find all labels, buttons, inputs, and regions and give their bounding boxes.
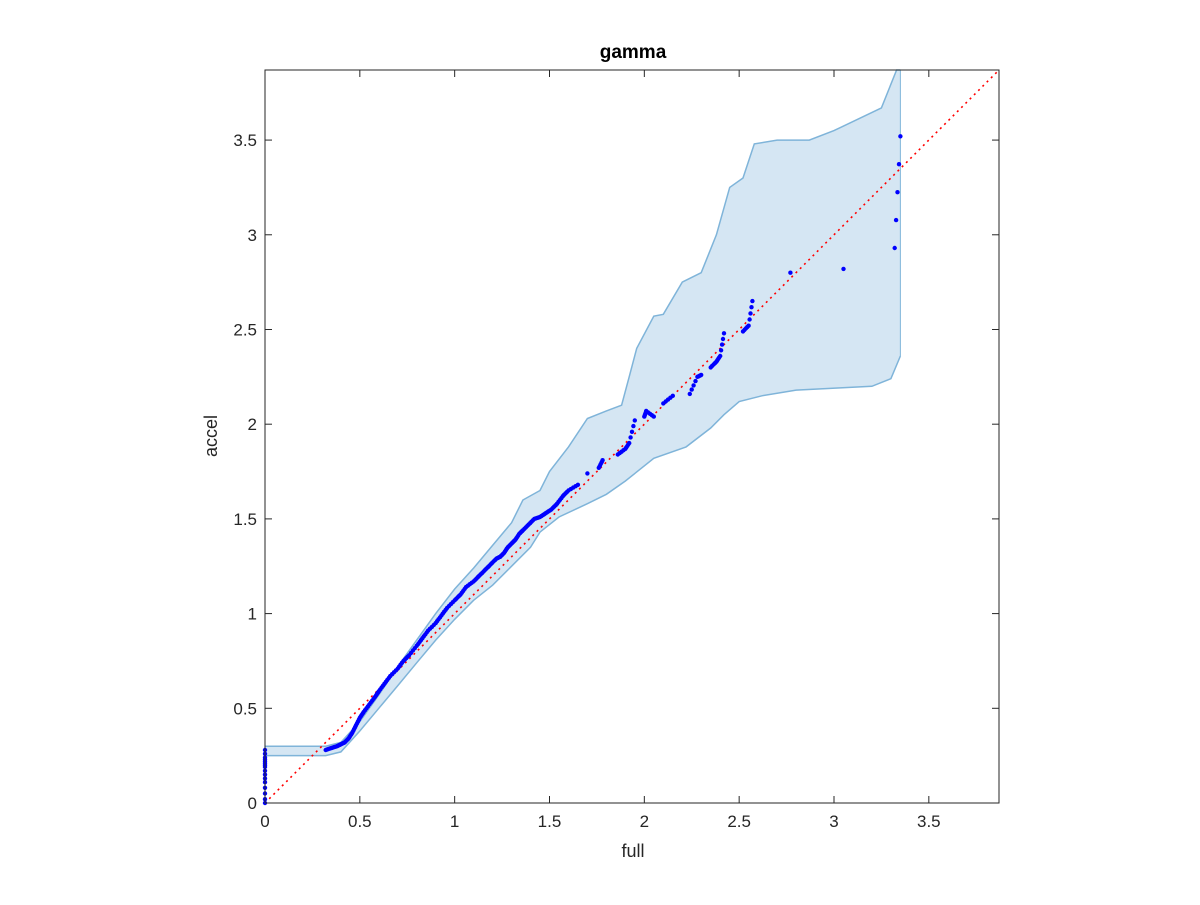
data-point bbox=[585, 471, 590, 476]
data-point bbox=[599, 459, 604, 465]
data-point bbox=[450, 600, 455, 605]
data-point bbox=[371, 696, 376, 701]
data-point bbox=[749, 305, 754, 310]
x-tick-label: 2.5 bbox=[727, 812, 751, 831]
data-point bbox=[559, 495, 564, 501]
data-point bbox=[898, 134, 903, 139]
data-point bbox=[481, 569, 486, 574]
data-point bbox=[693, 378, 698, 384]
data-point bbox=[424, 630, 429, 635]
y-tick-label: 3.5 bbox=[233, 131, 257, 150]
data-point bbox=[365, 704, 371, 709]
data-point bbox=[747, 317, 752, 322]
data-point bbox=[380, 683, 386, 688]
x-tick-label: 0.5 bbox=[348, 812, 372, 831]
data-point bbox=[437, 615, 443, 620]
data-point bbox=[456, 593, 462, 599]
data-point bbox=[399, 660, 405, 665]
data-point bbox=[632, 418, 637, 423]
x-tick-label: 3.5 bbox=[917, 812, 941, 831]
y-tick-label: 0.5 bbox=[233, 699, 257, 718]
reference-line bbox=[264, 69, 1000, 804]
data-point bbox=[621, 448, 626, 453]
data-point bbox=[360, 711, 365, 716]
data-point bbox=[553, 503, 558, 508]
data-point bbox=[629, 429, 635, 434]
data-point bbox=[892, 245, 897, 251]
data-point bbox=[717, 355, 722, 360]
data-point bbox=[431, 622, 436, 628]
data-point bbox=[841, 266, 846, 272]
data-point bbox=[745, 324, 750, 330]
data-point bbox=[352, 725, 358, 730]
data-point bbox=[469, 580, 474, 585]
x-axis-label: full bbox=[621, 841, 644, 861]
x-tick-label: 1 bbox=[450, 812, 459, 831]
data-point bbox=[649, 413, 655, 418]
y-tick-label: 2 bbox=[248, 415, 257, 434]
data-point bbox=[628, 435, 633, 440]
data-point bbox=[412, 646, 417, 651]
confidence-band-lower bbox=[265, 355, 902, 757]
data-point bbox=[349, 732, 354, 737]
confidence-band-fill bbox=[265, 70, 901, 756]
data-point bbox=[443, 607, 448, 612]
data-point bbox=[698, 373, 703, 378]
y-tick-label: 2.5 bbox=[233, 320, 257, 339]
plot-area: 0 0.5 1 1.5 2 2.5 3 3.5 0 0.5 1 1.5 2 2.5 3 3.5 bbox=[233, 69, 1000, 831]
y-axis-label: accel bbox=[201, 415, 221, 457]
data-point bbox=[689, 387, 694, 392]
y-tick-label: 3 bbox=[248, 226, 257, 245]
data-point bbox=[750, 298, 755, 304]
data-point bbox=[573, 484, 578, 489]
data-point bbox=[487, 563, 492, 568]
data-point bbox=[564, 489, 570, 495]
y-tick-label: 0 bbox=[248, 794, 257, 813]
data-point bbox=[893, 217, 899, 223]
data-point bbox=[405, 654, 410, 659]
data-point bbox=[718, 348, 724, 353]
data-point bbox=[525, 523, 530, 529]
data-point bbox=[418, 637, 424, 643]
data-point bbox=[788, 270, 793, 275]
x-tick-label: 1.5 bbox=[538, 812, 562, 831]
confidence-band-upper bbox=[265, 69, 901, 747]
data-point bbox=[356, 717, 362, 722]
data-point bbox=[668, 395, 673, 400]
x-tick-label: 3 bbox=[829, 812, 838, 831]
data-point bbox=[631, 423, 636, 429]
data-point bbox=[691, 383, 696, 388]
data-point bbox=[462, 586, 467, 592]
data-point bbox=[626, 442, 631, 447]
data-point bbox=[475, 574, 481, 580]
x-tick-label: 0 bbox=[260, 812, 269, 831]
y-tick-label: 1 bbox=[248, 605, 257, 624]
data-point bbox=[896, 162, 902, 167]
data-point bbox=[721, 331, 727, 336]
data-point bbox=[720, 336, 726, 342]
axes-box bbox=[264, 69, 1000, 804]
data-point bbox=[719, 342, 725, 347]
data-point bbox=[687, 391, 692, 397]
data-point bbox=[895, 190, 900, 195]
y-tick-label: 1.5 bbox=[233, 510, 257, 529]
x-tick-label: 2 bbox=[640, 812, 649, 831]
data-point bbox=[375, 690, 381, 695]
chart-title: gamma bbox=[600, 42, 667, 63]
data-point bbox=[386, 675, 391, 681]
data-point bbox=[748, 311, 753, 316]
data-point bbox=[393, 668, 399, 673]
